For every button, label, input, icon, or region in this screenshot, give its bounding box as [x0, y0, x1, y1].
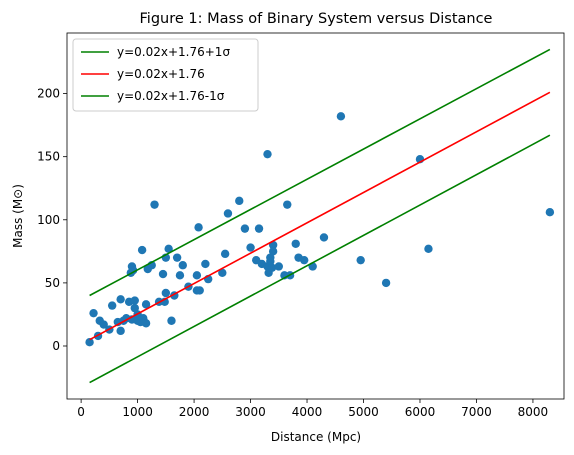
data-point: [116, 295, 125, 304]
y-tick-label: 50: [45, 276, 60, 290]
data-point: [178, 261, 187, 270]
x-tick-label: 6000: [405, 405, 436, 419]
data-point: [545, 208, 555, 217]
data-point: [130, 296, 139, 305]
fit-line-2: [89, 134, 551, 384]
data-point: [130, 303, 139, 313]
data-point: [263, 149, 272, 159]
data-point: [266, 257, 275, 266]
data-point: [141, 319, 151, 328]
data-point: [161, 288, 171, 298]
data-point: [137, 245, 147, 255]
data-point: [300, 255, 309, 265]
data-point: [128, 266, 138, 275]
fit-line-0: [89, 48, 551, 297]
data-point: [164, 244, 173, 254]
y-tick-label: 0: [52, 339, 60, 353]
x-tick-label: 2000: [179, 405, 210, 419]
data-point: [89, 308, 98, 318]
fit-line-1: [89, 91, 551, 341]
data-point: [85, 338, 94, 347]
x-axis-label: Distance (Mpc): [271, 430, 361, 444]
legend-box: [72, 38, 259, 112]
y-axis: 0 50 100 150 200: [37, 87, 67, 353]
data-point: [167, 316, 176, 325]
x-tick-label: 7000: [461, 405, 492, 419]
x-axis: 0 1000 2000 3000 4000 5000 6000 7000 8000: [77, 399, 548, 419]
data-point: [141, 300, 151, 309]
data-point: [218, 268, 227, 277]
x-tick-label: 4000: [292, 405, 323, 419]
x-tick-label: 8000: [518, 405, 549, 419]
x-tick-label: 5000: [348, 405, 379, 419]
data-point: [424, 244, 433, 254]
data-point: [381, 278, 391, 288]
x-tick-label: 3000: [235, 405, 266, 419]
data-point: [194, 223, 203, 232]
data-point: [99, 320, 108, 329]
data-point: [267, 263, 277, 272]
plot-area: [85, 48, 555, 384]
y-axis-label: Mass (M⊙): [11, 184, 25, 248]
x-tick-label: 1000: [122, 405, 153, 419]
data-point: [240, 224, 250, 233]
y-tick-label: 200: [37, 87, 60, 101]
data-point: [150, 200, 159, 209]
data-point: [235, 196, 244, 206]
data-point: [268, 247, 278, 256]
data-point: [283, 200, 292, 209]
data-point: [116, 326, 125, 336]
y-tick-label: 150: [37, 150, 60, 164]
data-point: [254, 224, 264, 233]
legend-entry-label: y=0.02x+1.76+1σ: [117, 45, 230, 59]
data-point: [356, 255, 365, 265]
data-point: [158, 269, 168, 279]
data-point: [223, 209, 233, 218]
x-tick-label: 0: [77, 405, 85, 419]
y-tick-label: 100: [37, 213, 60, 227]
data-point: [201, 259, 210, 269]
data-point: [319, 233, 329, 242]
data-point: [291, 239, 300, 248]
legend-entry-label: y=0.02x+1.76-1σ: [117, 89, 225, 103]
chart-title: Figure 1: Mass of Binary System versus D…: [140, 11, 493, 27]
data-point: [246, 243, 255, 252]
legend-entry-label: y=0.02x+1.76: [117, 67, 205, 81]
data-point: [107, 301, 117, 310]
data-point: [175, 271, 185, 280]
data-point: [192, 271, 202, 280]
data-point: [195, 286, 204, 295]
plot-frame: [66, 32, 565, 400]
data-point: [220, 249, 230, 259]
legend: y=0.02x+1.76+1σ y=0.02x+1.76 y=0.02x+1.76-…: [72, 38, 259, 112]
data-point: [172, 253, 182, 262]
data-point: [336, 112, 346, 121]
data-point: [274, 262, 283, 271]
